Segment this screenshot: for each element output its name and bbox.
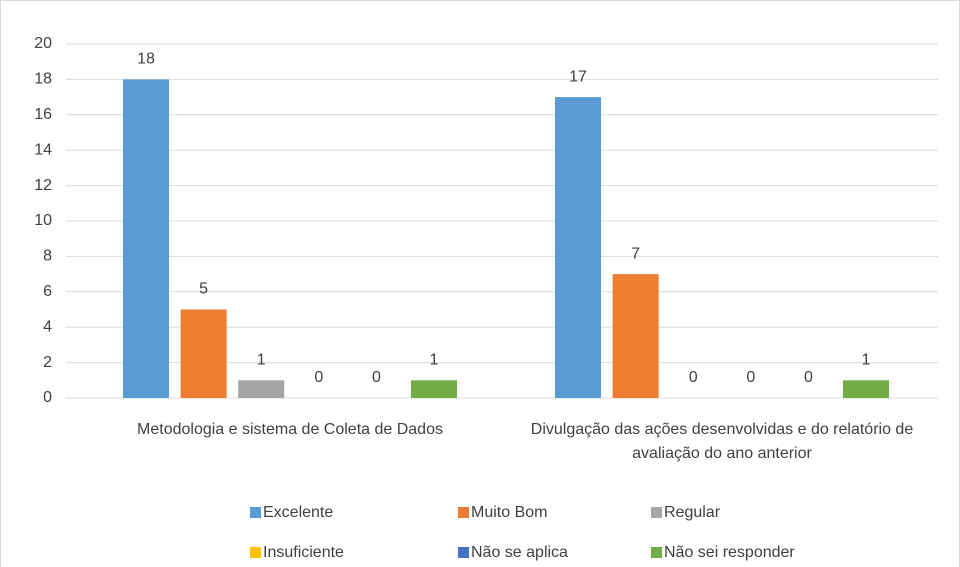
bar — [123, 79, 169, 399]
legend-label: Excelente — [263, 504, 333, 521]
legend-swatch — [651, 507, 662, 518]
x-tick-label: Metodologia e sistema de Coleta de Dados — [137, 421, 443, 438]
legend-swatch — [250, 547, 261, 558]
y-tick-label: 2 — [43, 354, 52, 371]
data-label: 0 — [746, 369, 755, 386]
legend-label: Não se aplica — [471, 544, 568, 561]
data-label: 1 — [257, 352, 266, 369]
data-label: 0 — [689, 369, 698, 386]
y-tick-label: 12 — [34, 177, 52, 194]
data-label: 18 — [137, 51, 155, 68]
legend-label: Não sei responder — [664, 544, 795, 561]
bar — [555, 97, 601, 398]
bar — [180, 309, 227, 398]
legend-label: Regular — [664, 504, 721, 521]
legend-swatch — [458, 507, 469, 518]
data-label: 0 — [314, 369, 323, 386]
legend-swatch — [250, 507, 261, 518]
y-tick-label: 6 — [43, 283, 52, 300]
y-tick-label: 14 — [34, 141, 52, 158]
y-tick-label: 18 — [34, 71, 52, 88]
data-label: 1 — [430, 352, 439, 369]
data-label: 1 — [862, 352, 871, 369]
legend-label: Insuficiente — [263, 544, 344, 561]
y-tick-label: 4 — [43, 318, 52, 335]
x-tick-label: Divulgação das ações desenvolvidas e do … — [530, 421, 914, 462]
bar — [612, 274, 659, 398]
bar — [843, 380, 889, 398]
legend-label: Muito Bom — [471, 504, 547, 521]
data-label: 7 — [631, 245, 640, 262]
y-tick-label: 10 — [34, 212, 52, 229]
data-label: 17 — [569, 68, 587, 85]
y-tick-label: 20 — [34, 35, 52, 52]
y-tick-label: 16 — [34, 106, 52, 123]
data-label: 0 — [372, 369, 381, 386]
y-tick-label: 0 — [43, 389, 52, 406]
legend-swatch — [458, 547, 469, 558]
bar — [238, 380, 285, 398]
data-label: 0 — [804, 369, 813, 386]
legend-swatch — [651, 547, 662, 558]
data-label: 5 — [199, 281, 208, 298]
y-tick-label: 8 — [43, 248, 52, 265]
bar — [411, 380, 457, 398]
